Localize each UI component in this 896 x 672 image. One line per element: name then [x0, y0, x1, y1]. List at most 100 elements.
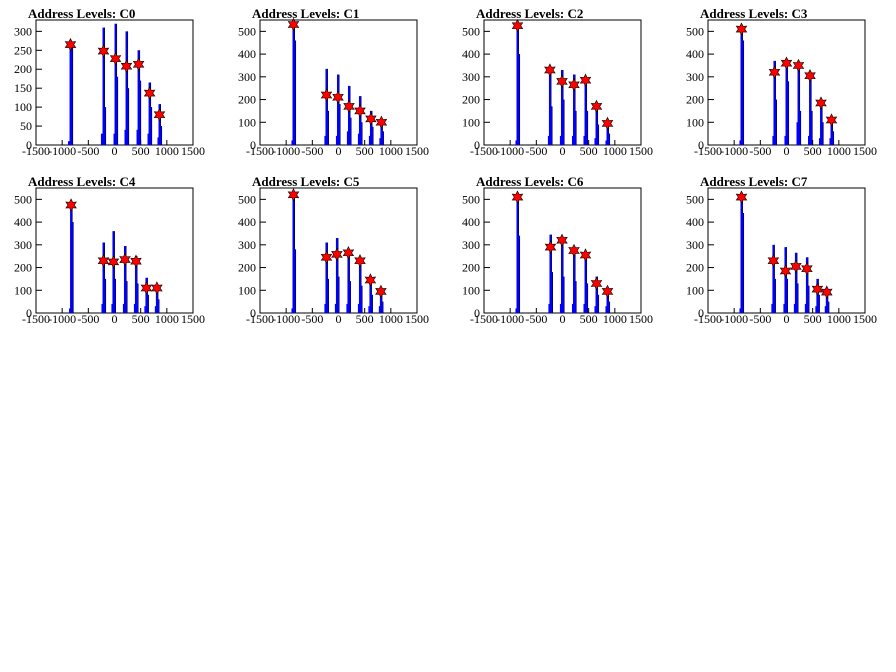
y-tick-label: 0: [698, 306, 704, 320]
x-tick-label: -500: [749, 312, 771, 326]
peak-marker: [375, 284, 387, 299]
y-tick-label: 300: [14, 24, 32, 38]
peak-marker: [735, 190, 748, 204]
peak-marker: [801, 262, 813, 276]
chart-c5: Address Levels: C5 0 100 200 300 400 500 -1500…: [238, 174, 429, 326]
y-tick-label: 100: [462, 283, 480, 297]
peak-marker: [107, 255, 120, 269]
x-tick-label: -500: [525, 312, 547, 326]
peak-marker: [804, 69, 816, 83]
peak-marker: [331, 247, 343, 262]
chart-c0: Address Levels: C0 0 50 100 150 200 250 300 -15…: [14, 6, 205, 158]
x-tick-label: -1500: [470, 144, 498, 158]
x-tick-label: -1500: [246, 144, 274, 158]
x-tick-label: 1500: [181, 312, 205, 326]
peak-marker: [579, 248, 592, 262]
peak-marker: [780, 56, 793, 70]
x-tick-label: -1000: [272, 144, 300, 158]
peak-marker: [768, 65, 781, 79]
chart-c7: Address Levels: C7 0 100 200 300 400 500 -1500…: [686, 174, 877, 326]
y-tick-label: 300: [686, 238, 704, 252]
peak-marker: [556, 74, 568, 89]
x-tick-label: 0: [112, 144, 118, 158]
x-tick-label: -500: [525, 144, 547, 158]
y-tick-label: 500: [686, 192, 704, 206]
chart-c1: Address Levels: C1 0 100 200 300 400 500 -1500…: [238, 6, 429, 158]
peak-marker: [511, 19, 524, 33]
y-tick-label: 100: [686, 115, 704, 129]
y-tick-label: 0: [26, 306, 32, 320]
x-tick-label: 1500: [181, 144, 205, 158]
peak-marker: [342, 246, 355, 260]
y-tick-label: 50: [20, 119, 32, 133]
peak-marker: [815, 96, 827, 110]
x-tick-label: -1000: [720, 144, 748, 158]
peak-marker: [811, 282, 824, 296]
chart-title: Address Levels: C3: [700, 6, 808, 21]
peak-marker: [64, 37, 77, 52]
x-tick-label: 500: [132, 312, 150, 326]
peak-marker: [590, 276, 603, 291]
x-tick-label: -1500: [246, 312, 274, 326]
x-tick-label: 500: [580, 312, 598, 326]
y-tick-label: 400: [686, 47, 704, 61]
peak-marker: [544, 63, 556, 77]
x-tick-label: 1500: [629, 312, 653, 326]
chart-c2: Address Levels: C2 0 100 200 300 400 500 -1500…: [462, 6, 653, 158]
chart-title: Address Levels: C6: [476, 174, 584, 189]
x-tick-label: 1500: [853, 312, 877, 326]
x-tick-label: 0: [784, 312, 790, 326]
y-tick-label: 250: [14, 43, 32, 57]
y-tick-label: 0: [474, 138, 480, 152]
peak-marker: [590, 99, 603, 114]
x-tick-label: 1000: [155, 312, 179, 326]
peak-marker: [320, 88, 333, 102]
peak-marker: [354, 254, 366, 268]
y-tick-label: 500: [14, 192, 32, 206]
peak-marker: [119, 252, 131, 267]
peak-marker: [556, 233, 568, 247]
x-tick-label: -1000: [496, 312, 524, 326]
y-tick-label: 500: [462, 192, 480, 206]
peak-marker: [343, 99, 355, 114]
peak-marker: [320, 250, 333, 264]
y-tick-label: 200: [238, 261, 256, 275]
y-tick-label: 0: [474, 306, 480, 320]
x-tick-label: 0: [112, 312, 118, 326]
x-tick-label: 500: [804, 312, 822, 326]
y-tick-label: 100: [238, 115, 256, 129]
y-tick-label: 200: [686, 93, 704, 107]
peak-marker: [109, 51, 122, 66]
y-tick-label: 400: [14, 215, 32, 229]
y-tick-label: 200: [686, 261, 704, 275]
x-tick-label: -1000: [48, 144, 76, 158]
y-tick-label: 200: [14, 261, 32, 275]
x-tick-label: 1000: [603, 312, 627, 326]
x-tick-label: 1500: [853, 144, 877, 158]
y-tick-label: 200: [462, 93, 480, 107]
x-tick-label: 1500: [405, 144, 429, 158]
peak-marker: [132, 57, 145, 71]
x-tick-label: -500: [749, 144, 771, 158]
peak-marker: [375, 115, 388, 129]
peak-marker: [821, 285, 833, 299]
chart-title: Address Levels: C2: [476, 6, 583, 21]
peak-marker: [735, 22, 748, 36]
peak-marker: [792, 58, 805, 73]
peak-marker: [287, 188, 300, 202]
peak-marker: [332, 90, 344, 104]
x-tick-label: -1500: [22, 312, 50, 326]
x-tick-label: 1500: [405, 312, 429, 326]
y-tick-label: 0: [250, 306, 256, 320]
x-tick-label: -1500: [694, 312, 722, 326]
y-tick-label: 100: [686, 283, 704, 297]
y-tick-label: 500: [462, 24, 480, 38]
peak-marker: [120, 59, 133, 73]
peak-marker: [130, 254, 142, 268]
peak-marker: [544, 240, 557, 254]
x-tick-label: 1000: [379, 312, 403, 326]
x-tick-label: -1500: [22, 144, 50, 158]
peak-marker: [153, 108, 166, 122]
peak-marker: [825, 113, 838, 127]
